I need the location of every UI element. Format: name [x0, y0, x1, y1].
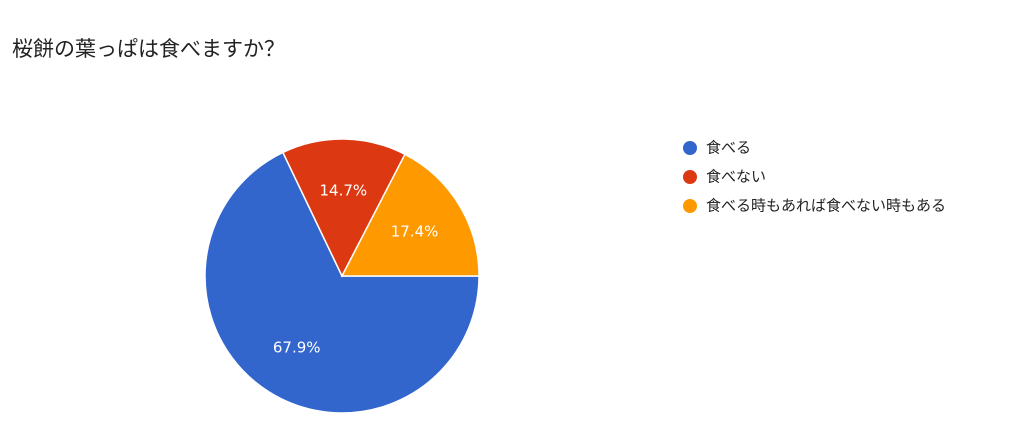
- pie-slice: [281, 138, 406, 278]
- pie-slice: [204, 151, 480, 414]
- legend-label: 食べる: [706, 139, 751, 157]
- value-label: 14.7%: [320, 182, 368, 200]
- value-label: 67.9%: [273, 338, 321, 356]
- chart-title: 桜餅の葉っぱは食べますか？: [12, 37, 285, 61]
- legend-marker: [683, 170, 697, 184]
- legend-marker: [683, 199, 697, 213]
- legend-label: 食べない: [706, 168, 766, 186]
- legend-label: 食べる時もあれば食べない時もある: [706, 197, 946, 215]
- value-label: 17.4%: [391, 222, 439, 240]
- legend-marker: [683, 141, 697, 155]
- pie-slice: [340, 153, 480, 277]
